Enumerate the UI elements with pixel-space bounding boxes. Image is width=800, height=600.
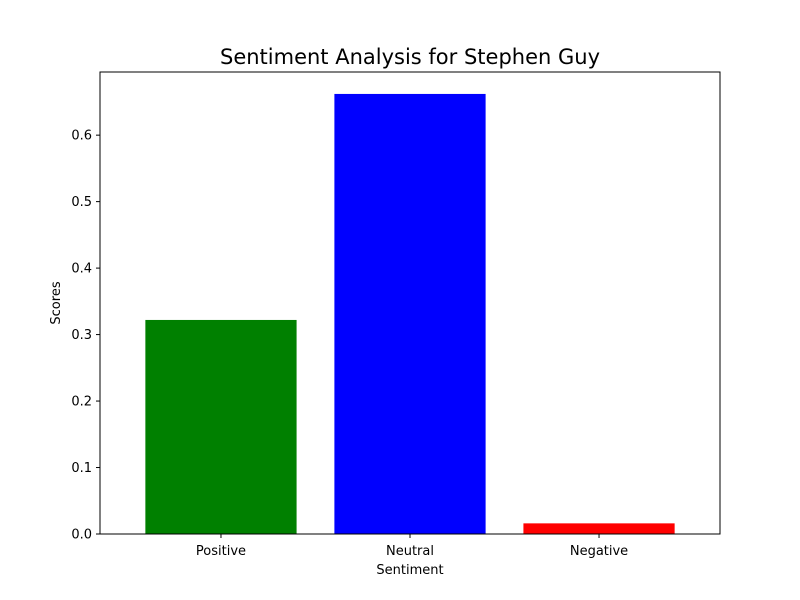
x-tick-label: Neutral — [386, 544, 434, 559]
y-tick-label: 0.5 — [71, 195, 92, 210]
bars-group — [145, 93, 675, 534]
bar-positive — [145, 319, 297, 534]
x-axis-label: Sentiment — [376, 563, 443, 578]
chart-title: Sentiment Analysis for Stephen Guy — [220, 45, 600, 69]
y-axis-ticks: 0.0 0.1 0.2 0.3 0.4 0.5 0.6 — [71, 129, 100, 543]
y-axis-label: Scores — [49, 281, 64, 324]
bar-negative — [523, 523, 675, 534]
bar-neutral — [334, 93, 486, 534]
y-tick-label: 0.6 — [71, 129, 92, 144]
x-axis-ticks: Positive Neutral Negative — [196, 534, 628, 559]
y-tick-label: 0.4 — [71, 262, 92, 277]
x-tick-label: Negative — [570, 544, 628, 559]
x-tick-label: Positive — [196, 544, 246, 559]
y-tick-label: 0.0 — [71, 528, 92, 543]
y-tick-label: 0.2 — [71, 395, 92, 410]
y-tick-label: 0.1 — [71, 461, 92, 476]
y-tick-label: 0.3 — [71, 328, 92, 343]
